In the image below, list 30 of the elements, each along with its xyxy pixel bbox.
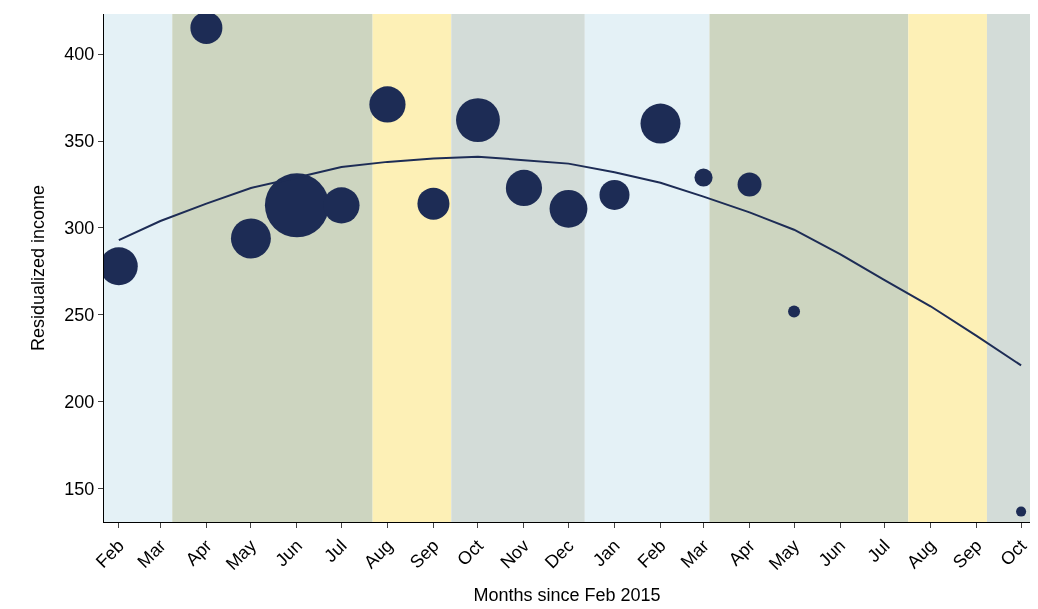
x-tick-label: Dec: [540, 535, 578, 573]
x-tick-label: Apr: [724, 535, 759, 570]
x-tick-label: Feb: [633, 535, 670, 572]
x-tick-label: Jan: [589, 535, 624, 571]
x-tick-label: Jun: [814, 535, 850, 571]
y-tick-label: 250: [64, 305, 95, 326]
y-tick-label: 200: [64, 392, 95, 413]
x-tick-label: Apr: [181, 535, 216, 570]
y-tick-label: 400: [64, 44, 95, 65]
x-tick-label: Jun: [271, 535, 307, 571]
x-axis-title: Months since Feb 2015: [473, 584, 661, 605]
y-tick-label: 300: [64, 218, 95, 239]
y-tick-label: 150: [64, 479, 95, 500]
x-tick-label: Jul: [863, 535, 894, 567]
line-series: [117, 155, 1023, 367]
x-tick-label: Jul: [320, 535, 351, 567]
x-tick-label: Aug: [902, 535, 940, 573]
y-axis-title: Residualized income: [27, 184, 48, 352]
x-tick-label: Oct: [996, 535, 1031, 570]
x-tick-label: Mar: [133, 535, 170, 572]
x-tick-label: May: [221, 535, 261, 574]
y-tick-label: 350: [64, 131, 95, 152]
x-tick-label: May: [765, 535, 804, 574]
x-tick-label: Feb: [91, 535, 129, 572]
x-tick-label: Oct: [453, 535, 488, 570]
x-tick-label: Sep: [405, 535, 443, 573]
x-tick-label: Mar: [676, 535, 713, 572]
x-tick-label: Aug: [359, 535, 397, 573]
x-tick-label: Sep: [948, 535, 986, 573]
x-tick-label: Nov: [496, 535, 534, 573]
